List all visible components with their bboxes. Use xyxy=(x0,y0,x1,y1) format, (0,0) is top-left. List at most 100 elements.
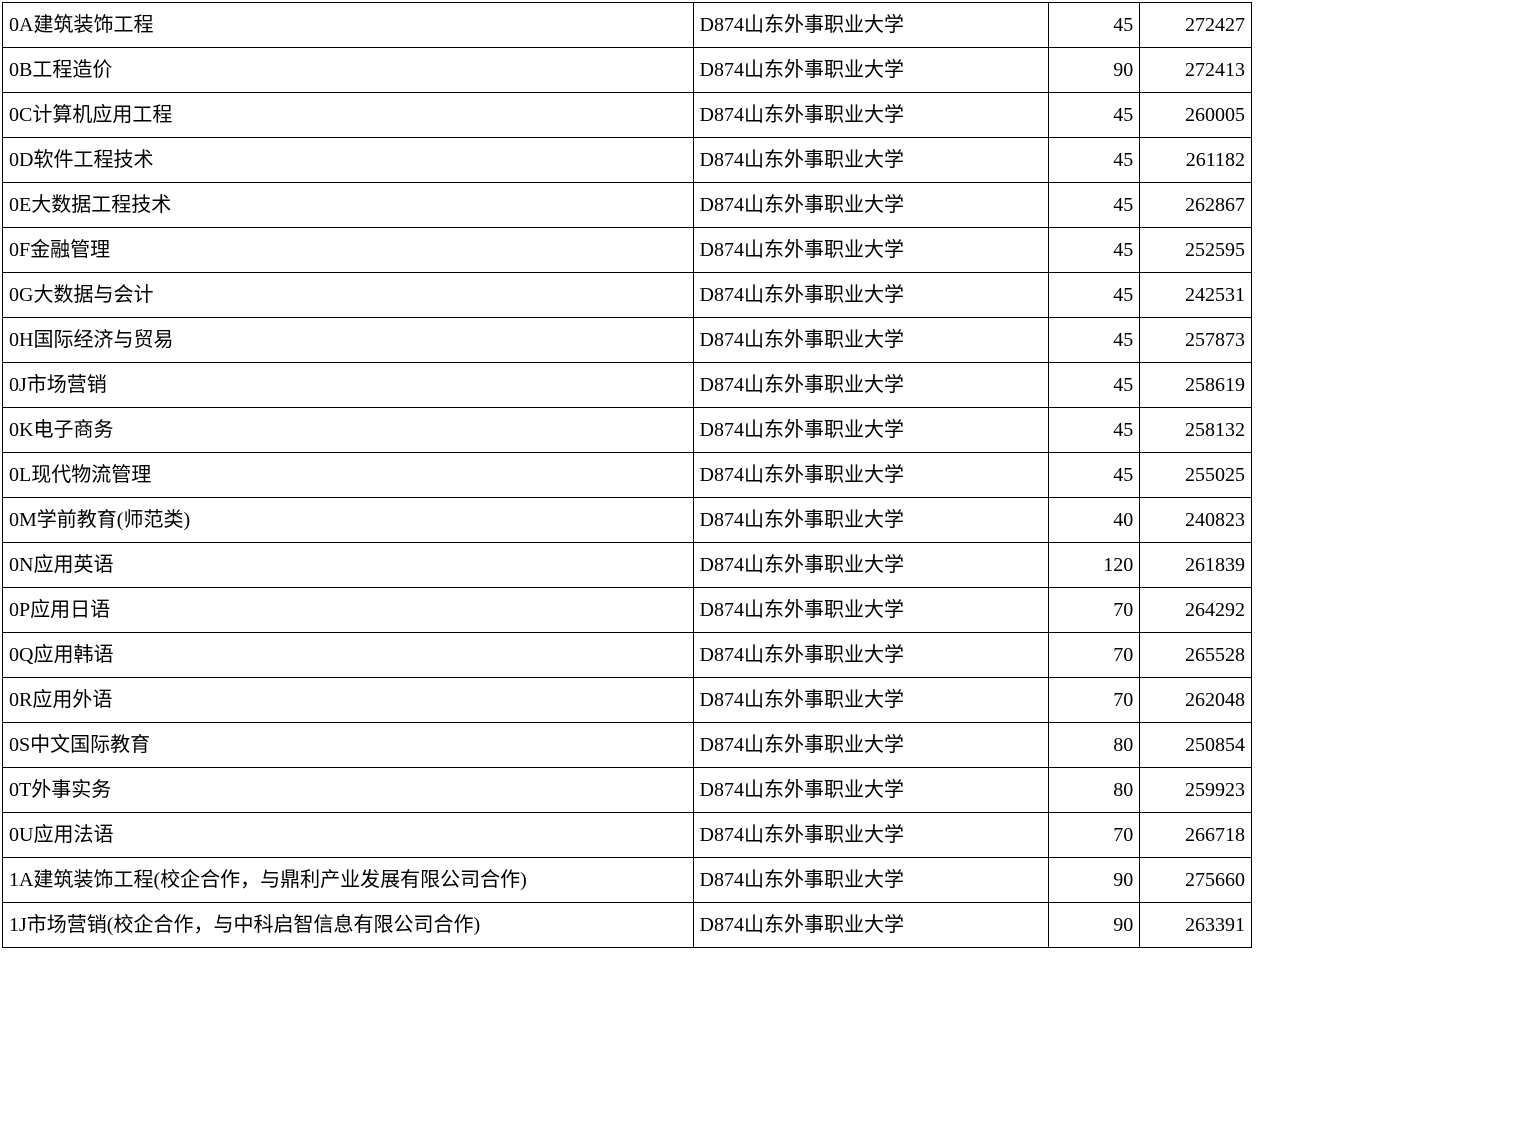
cell-major: 0P应用日语 xyxy=(3,588,694,633)
cell-major: 0E大数据工程技术 xyxy=(3,183,694,228)
cell-code: 240823 xyxy=(1140,498,1252,543)
table-row: 0S中文国际教育D874山东外事职业大学80250854 xyxy=(3,723,1252,768)
cell-school: D874山东外事职业大学 xyxy=(693,3,1048,48)
cell-school: D874山东外事职业大学 xyxy=(693,678,1048,723)
table-row: 0L现代物流管理D874山东外事职业大学45255025 xyxy=(3,453,1252,498)
cell-quota: 45 xyxy=(1048,408,1139,453)
cell-school: D874山东外事职业大学 xyxy=(693,453,1048,498)
cell-code: 258132 xyxy=(1140,408,1252,453)
table-row: 0T外事实务D874山东外事职业大学80259923 xyxy=(3,768,1252,813)
cell-major: 0A建筑装饰工程 xyxy=(3,3,694,48)
cell-quota: 45 xyxy=(1048,228,1139,273)
cell-code: 272427 xyxy=(1140,3,1252,48)
cell-school: D874山东外事职业大学 xyxy=(693,768,1048,813)
cell-major: 0U应用法语 xyxy=(3,813,694,858)
table-row: 0M学前教育(师范类)D874山东外事职业大学40240823 xyxy=(3,498,1252,543)
cell-school: D874山东外事职业大学 xyxy=(693,588,1048,633)
cell-code: 261182 xyxy=(1140,138,1252,183)
cell-quota: 80 xyxy=(1048,768,1139,813)
cell-code: 264292 xyxy=(1140,588,1252,633)
cell-school: D874山东外事职业大学 xyxy=(693,318,1048,363)
cell-quota: 90 xyxy=(1048,903,1139,948)
table-row: 0G大数据与会计D874山东外事职业大学45242531 xyxy=(3,273,1252,318)
cell-code: 250854 xyxy=(1140,723,1252,768)
cell-code: 263391 xyxy=(1140,903,1252,948)
cell-school: D874山东外事职业大学 xyxy=(693,903,1048,948)
cell-major: 1J市场营销(校企合作，与中科启智信息有限公司合作) xyxy=(3,903,694,948)
cell-code: 252595 xyxy=(1140,228,1252,273)
cell-quota: 80 xyxy=(1048,723,1139,768)
cell-school: D874山东外事职业大学 xyxy=(693,363,1048,408)
cell-school: D874山东外事职业大学 xyxy=(693,858,1048,903)
table-row: 0J市场营销D874山东外事职业大学45258619 xyxy=(3,363,1252,408)
cell-major: 1A建筑装饰工程(校企合作，与鼎利产业发展有限公司合作) xyxy=(3,858,694,903)
cell-school: D874山东外事职业大学 xyxy=(693,228,1048,273)
cell-major: 0L现代物流管理 xyxy=(3,453,694,498)
cell-school: D874山东外事职业大学 xyxy=(693,138,1048,183)
table-row: 1A建筑装饰工程(校企合作，与鼎利产业发展有限公司合作)D874山东外事职业大学… xyxy=(3,858,1252,903)
table-row: 0P应用日语D874山东外事职业大学70264292 xyxy=(3,588,1252,633)
cell-code: 255025 xyxy=(1140,453,1252,498)
cell-major: 0N应用英语 xyxy=(3,543,694,588)
cell-code: 258619 xyxy=(1140,363,1252,408)
table-row: 0N应用英语D874山东外事职业大学120261839 xyxy=(3,543,1252,588)
cell-major: 0G大数据与会计 xyxy=(3,273,694,318)
cell-major: 0D软件工程技术 xyxy=(3,138,694,183)
table-row: 1J市场营销(校企合作，与中科启智信息有限公司合作)D874山东外事职业大学90… xyxy=(3,903,1252,948)
cell-quota: 70 xyxy=(1048,813,1139,858)
cell-school: D874山东外事职业大学 xyxy=(693,408,1048,453)
cell-major: 0R应用外语 xyxy=(3,678,694,723)
cell-school: D874山东外事职业大学 xyxy=(693,543,1048,588)
cell-quota: 45 xyxy=(1048,318,1139,363)
cell-major: 0Q应用韩语 xyxy=(3,633,694,678)
cell-code: 266718 xyxy=(1140,813,1252,858)
cell-code: 262048 xyxy=(1140,678,1252,723)
table-row: 0Q应用韩语D874山东外事职业大学70265528 xyxy=(3,633,1252,678)
table-body: 0A建筑装饰工程D874山东外事职业大学452724270B工程造价D874山东… xyxy=(3,3,1252,948)
cell-school: D874山东外事职业大学 xyxy=(693,633,1048,678)
cell-major: 0T外事实务 xyxy=(3,768,694,813)
table-row: 0A建筑装饰工程D874山东外事职业大学45272427 xyxy=(3,3,1252,48)
cell-quota: 120 xyxy=(1048,543,1139,588)
cell-school: D874山东外事职业大学 xyxy=(693,498,1048,543)
table-row: 0K电子商务D874山东外事职业大学45258132 xyxy=(3,408,1252,453)
cell-school: D874山东外事职业大学 xyxy=(693,183,1048,228)
cell-school: D874山东外事职业大学 xyxy=(693,813,1048,858)
cell-code: 260005 xyxy=(1140,93,1252,138)
cell-code: 259923 xyxy=(1140,768,1252,813)
cell-quota: 70 xyxy=(1048,588,1139,633)
table-row: 0E大数据工程技术D874山东外事职业大学45262867 xyxy=(3,183,1252,228)
cell-code: 261839 xyxy=(1140,543,1252,588)
cell-quota: 40 xyxy=(1048,498,1139,543)
table-row: 0C计算机应用工程D874山东外事职业大学45260005 xyxy=(3,93,1252,138)
cell-code: 272413 xyxy=(1140,48,1252,93)
cell-quota: 45 xyxy=(1048,273,1139,318)
cell-quota: 90 xyxy=(1048,858,1139,903)
cell-code: 262867 xyxy=(1140,183,1252,228)
table-row: 0R应用外语D874山东外事职业大学70262048 xyxy=(3,678,1252,723)
cell-code: 257873 xyxy=(1140,318,1252,363)
cell-school: D874山东外事职业大学 xyxy=(693,723,1048,768)
cell-major: 0F金融管理 xyxy=(3,228,694,273)
table-row: 0B工程造价D874山东外事职业大学90272413 xyxy=(3,48,1252,93)
table-row: 0U应用法语D874山东外事职业大学70266718 xyxy=(3,813,1252,858)
cell-quota: 45 xyxy=(1048,453,1139,498)
cell-school: D874山东外事职业大学 xyxy=(693,48,1048,93)
cell-quota: 90 xyxy=(1048,48,1139,93)
cell-quota: 45 xyxy=(1048,3,1139,48)
data-table: 0A建筑装饰工程D874山东外事职业大学452724270B工程造价D874山东… xyxy=(2,2,1252,948)
cell-quota: 45 xyxy=(1048,363,1139,408)
cell-major: 0H国际经济与贸易 xyxy=(3,318,694,363)
cell-quota: 45 xyxy=(1048,138,1139,183)
table-row: 0F金融管理D874山东外事职业大学45252595 xyxy=(3,228,1252,273)
cell-major: 0B工程造价 xyxy=(3,48,694,93)
cell-quota: 70 xyxy=(1048,678,1139,723)
cell-quota: 45 xyxy=(1048,183,1139,228)
cell-major: 0C计算机应用工程 xyxy=(3,93,694,138)
cell-code: 242531 xyxy=(1140,273,1252,318)
cell-quota: 45 xyxy=(1048,93,1139,138)
cell-major: 0K电子商务 xyxy=(3,408,694,453)
table-row: 0D软件工程技术D874山东外事职业大学45261182 xyxy=(3,138,1252,183)
cell-code: 265528 xyxy=(1140,633,1252,678)
cell-code: 275660 xyxy=(1140,858,1252,903)
